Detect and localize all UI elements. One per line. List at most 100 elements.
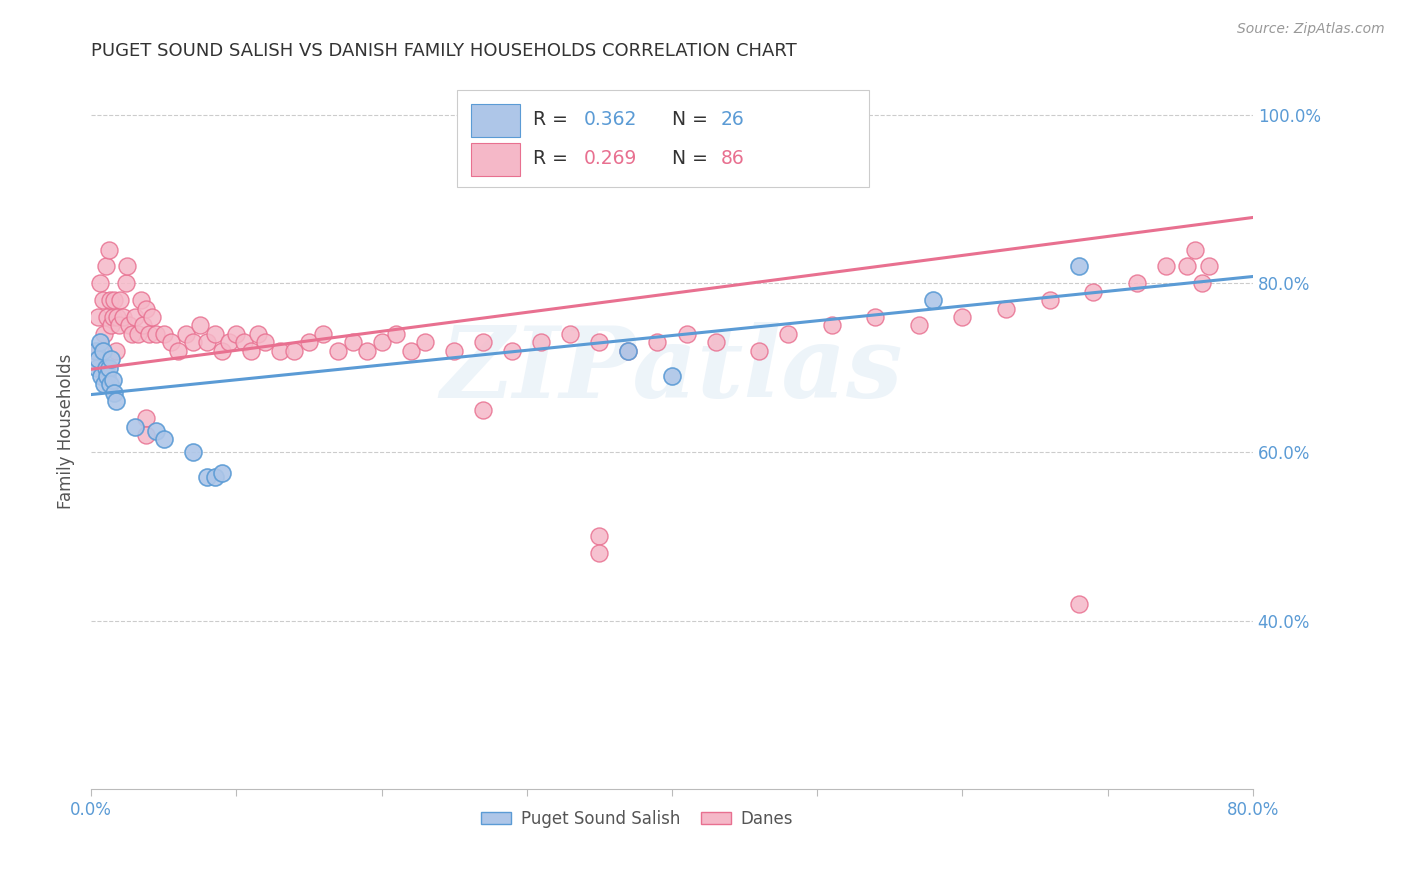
Point [93,377,115,392]
Point [312,326,335,341]
Point [1081,285,1104,299]
Point [647,335,669,350]
Y-axis label: Family Households: Family Households [58,353,75,508]
Point [181,335,204,350]
Point [1184,243,1206,257]
Point [86,360,108,375]
Text: N =: N = [672,149,714,168]
Point [103,293,125,307]
Point [145,326,167,341]
Point [778,326,800,341]
Point [269,343,291,358]
Point [104,394,127,409]
Point [225,326,247,341]
Point [283,343,305,358]
Text: R =: R = [533,110,574,128]
Point [132,318,155,333]
Point [370,335,392,350]
Point [160,335,183,350]
Point [188,318,211,333]
Point [145,424,167,438]
Point [399,343,422,358]
Point [1191,277,1213,291]
Point [97,243,120,257]
Point [1067,597,1090,611]
Point [117,260,139,274]
Point [204,470,226,484]
Point [1177,260,1199,274]
Point [174,326,197,341]
Point [181,445,204,459]
Point [617,343,640,358]
Text: PUGET SOUND SALISH VS DANISH FAMILY HOUSEHOLDS CORRELATION CHART: PUGET SOUND SALISH VS DANISH FAMILY HOUS… [91,42,797,60]
FancyBboxPatch shape [457,90,869,187]
Point [104,343,127,358]
Point [588,546,610,560]
Point [413,335,436,350]
Text: 86: 86 [721,149,745,168]
Point [84,343,107,358]
Point [105,310,128,324]
Point [204,326,226,341]
Legend: Puget Sound Salish, Danes: Puget Sound Salish, Danes [475,804,800,835]
FancyBboxPatch shape [471,144,520,177]
Point [501,343,523,358]
Point [124,310,146,324]
Point [472,335,495,350]
Point [91,293,114,307]
Point [1067,260,1090,274]
Point [135,301,157,316]
Point [195,470,218,484]
Point [298,335,321,350]
Point [167,343,190,358]
Point [218,335,240,350]
Point [239,343,262,358]
Point [211,343,233,358]
Text: R =: R = [533,149,574,168]
Point [101,373,124,387]
Point [704,335,727,350]
Point [821,318,844,333]
Text: 0.362: 0.362 [583,110,637,128]
Point [385,326,408,341]
Point [98,377,121,392]
Point [675,326,697,341]
Point [661,369,683,384]
Point [100,318,122,333]
Text: N =: N = [672,110,714,128]
Point [588,335,610,350]
Point [98,293,121,307]
Text: Source: ZipAtlas.com: Source: ZipAtlas.com [1237,22,1385,37]
Point [211,466,233,480]
Point [865,310,887,324]
Point [118,318,141,333]
Point [356,343,378,358]
Text: ZIPatlas: ZIPatlas [441,322,903,418]
Text: 26: 26 [721,110,745,128]
Point [1198,260,1220,274]
Point [232,335,254,350]
Point [87,352,110,367]
Point [908,318,931,333]
Point [152,432,174,446]
Point [588,529,610,543]
Point [560,326,582,341]
Point [135,428,157,442]
Point [1125,277,1147,291]
Point [195,335,218,350]
Point [247,326,270,341]
Point [115,277,138,291]
Point [89,277,111,291]
Point [96,310,118,324]
Point [87,310,110,324]
Point [100,352,122,367]
Text: 0.269: 0.269 [583,149,637,168]
Point [121,326,143,341]
Point [922,293,945,307]
Point [89,335,111,350]
Point [108,293,131,307]
Point [1038,293,1060,307]
Point [107,318,129,333]
Point [129,293,152,307]
Point [617,343,640,358]
